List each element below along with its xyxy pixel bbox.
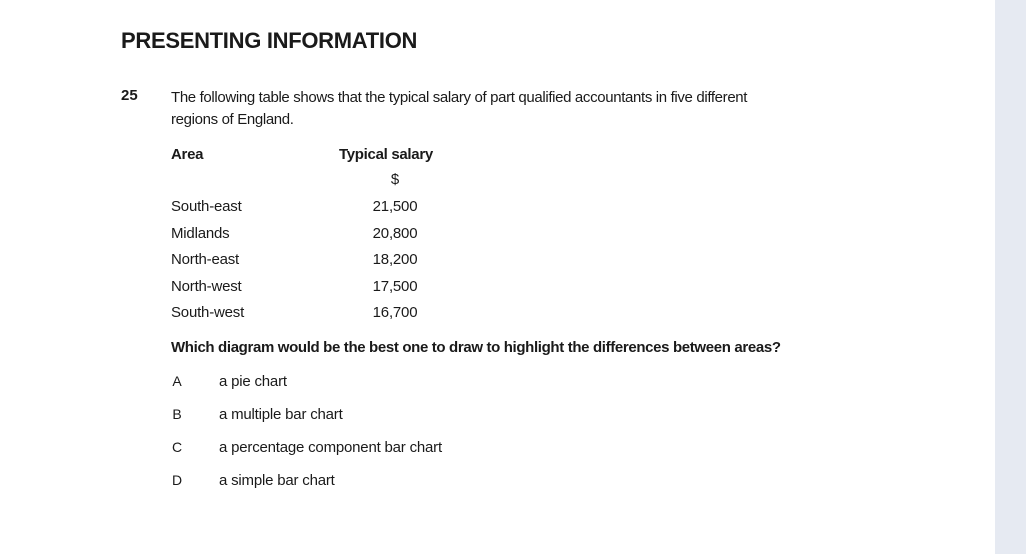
- question-text-line: regions of England.: [171, 111, 294, 128]
- option-text[interactable]: a multiple bar chart: [219, 406, 343, 423]
- option-text[interactable]: a pie chart: [219, 373, 287, 390]
- side-panel: [995, 0, 1026, 554]
- question-prompt: Which diagram would be the best one to d…: [171, 339, 781, 356]
- table-row-area: South-west: [171, 304, 245, 321]
- option-text[interactable]: a simple bar chart: [219, 472, 335, 489]
- question-number: 25: [121, 87, 138, 104]
- table-row-area: North-west: [171, 277, 242, 295]
- option-letter[interactable]: B: [172, 406, 182, 422]
- table-header-salary: Typical salary: [339, 146, 433, 163]
- table-row-area: North-east: [171, 251, 240, 268]
- page-heading: PRESENTING INFORMATION: [121, 28, 418, 53]
- table-row-area: South-east: [171, 198, 242, 215]
- question-text: The following table shows that the typic…: [171, 87, 747, 131]
- option-letter[interactable]: A: [172, 373, 182, 389]
- table-row-salary: 17,500: [372, 277, 418, 295]
- option-letter[interactable]: C: [171, 439, 183, 455]
- table-row-salary: 18,200: [372, 251, 418, 268]
- question-text-line: The following table shows that the typic…: [171, 89, 748, 106]
- table-unit: $: [390, 171, 400, 188]
- table-header-area: Area: [171, 146, 204, 163]
- option-letter[interactable]: D: [171, 472, 183, 488]
- table-row-area: Midlands: [171, 224, 230, 242]
- table-row-salary: 16,700: [372, 304, 418, 321]
- table-row-salary: 21,500: [372, 198, 418, 215]
- option-text[interactable]: a percentage component bar chart: [219, 439, 442, 456]
- table-row-salary: 20,800: [372, 224, 418, 242]
